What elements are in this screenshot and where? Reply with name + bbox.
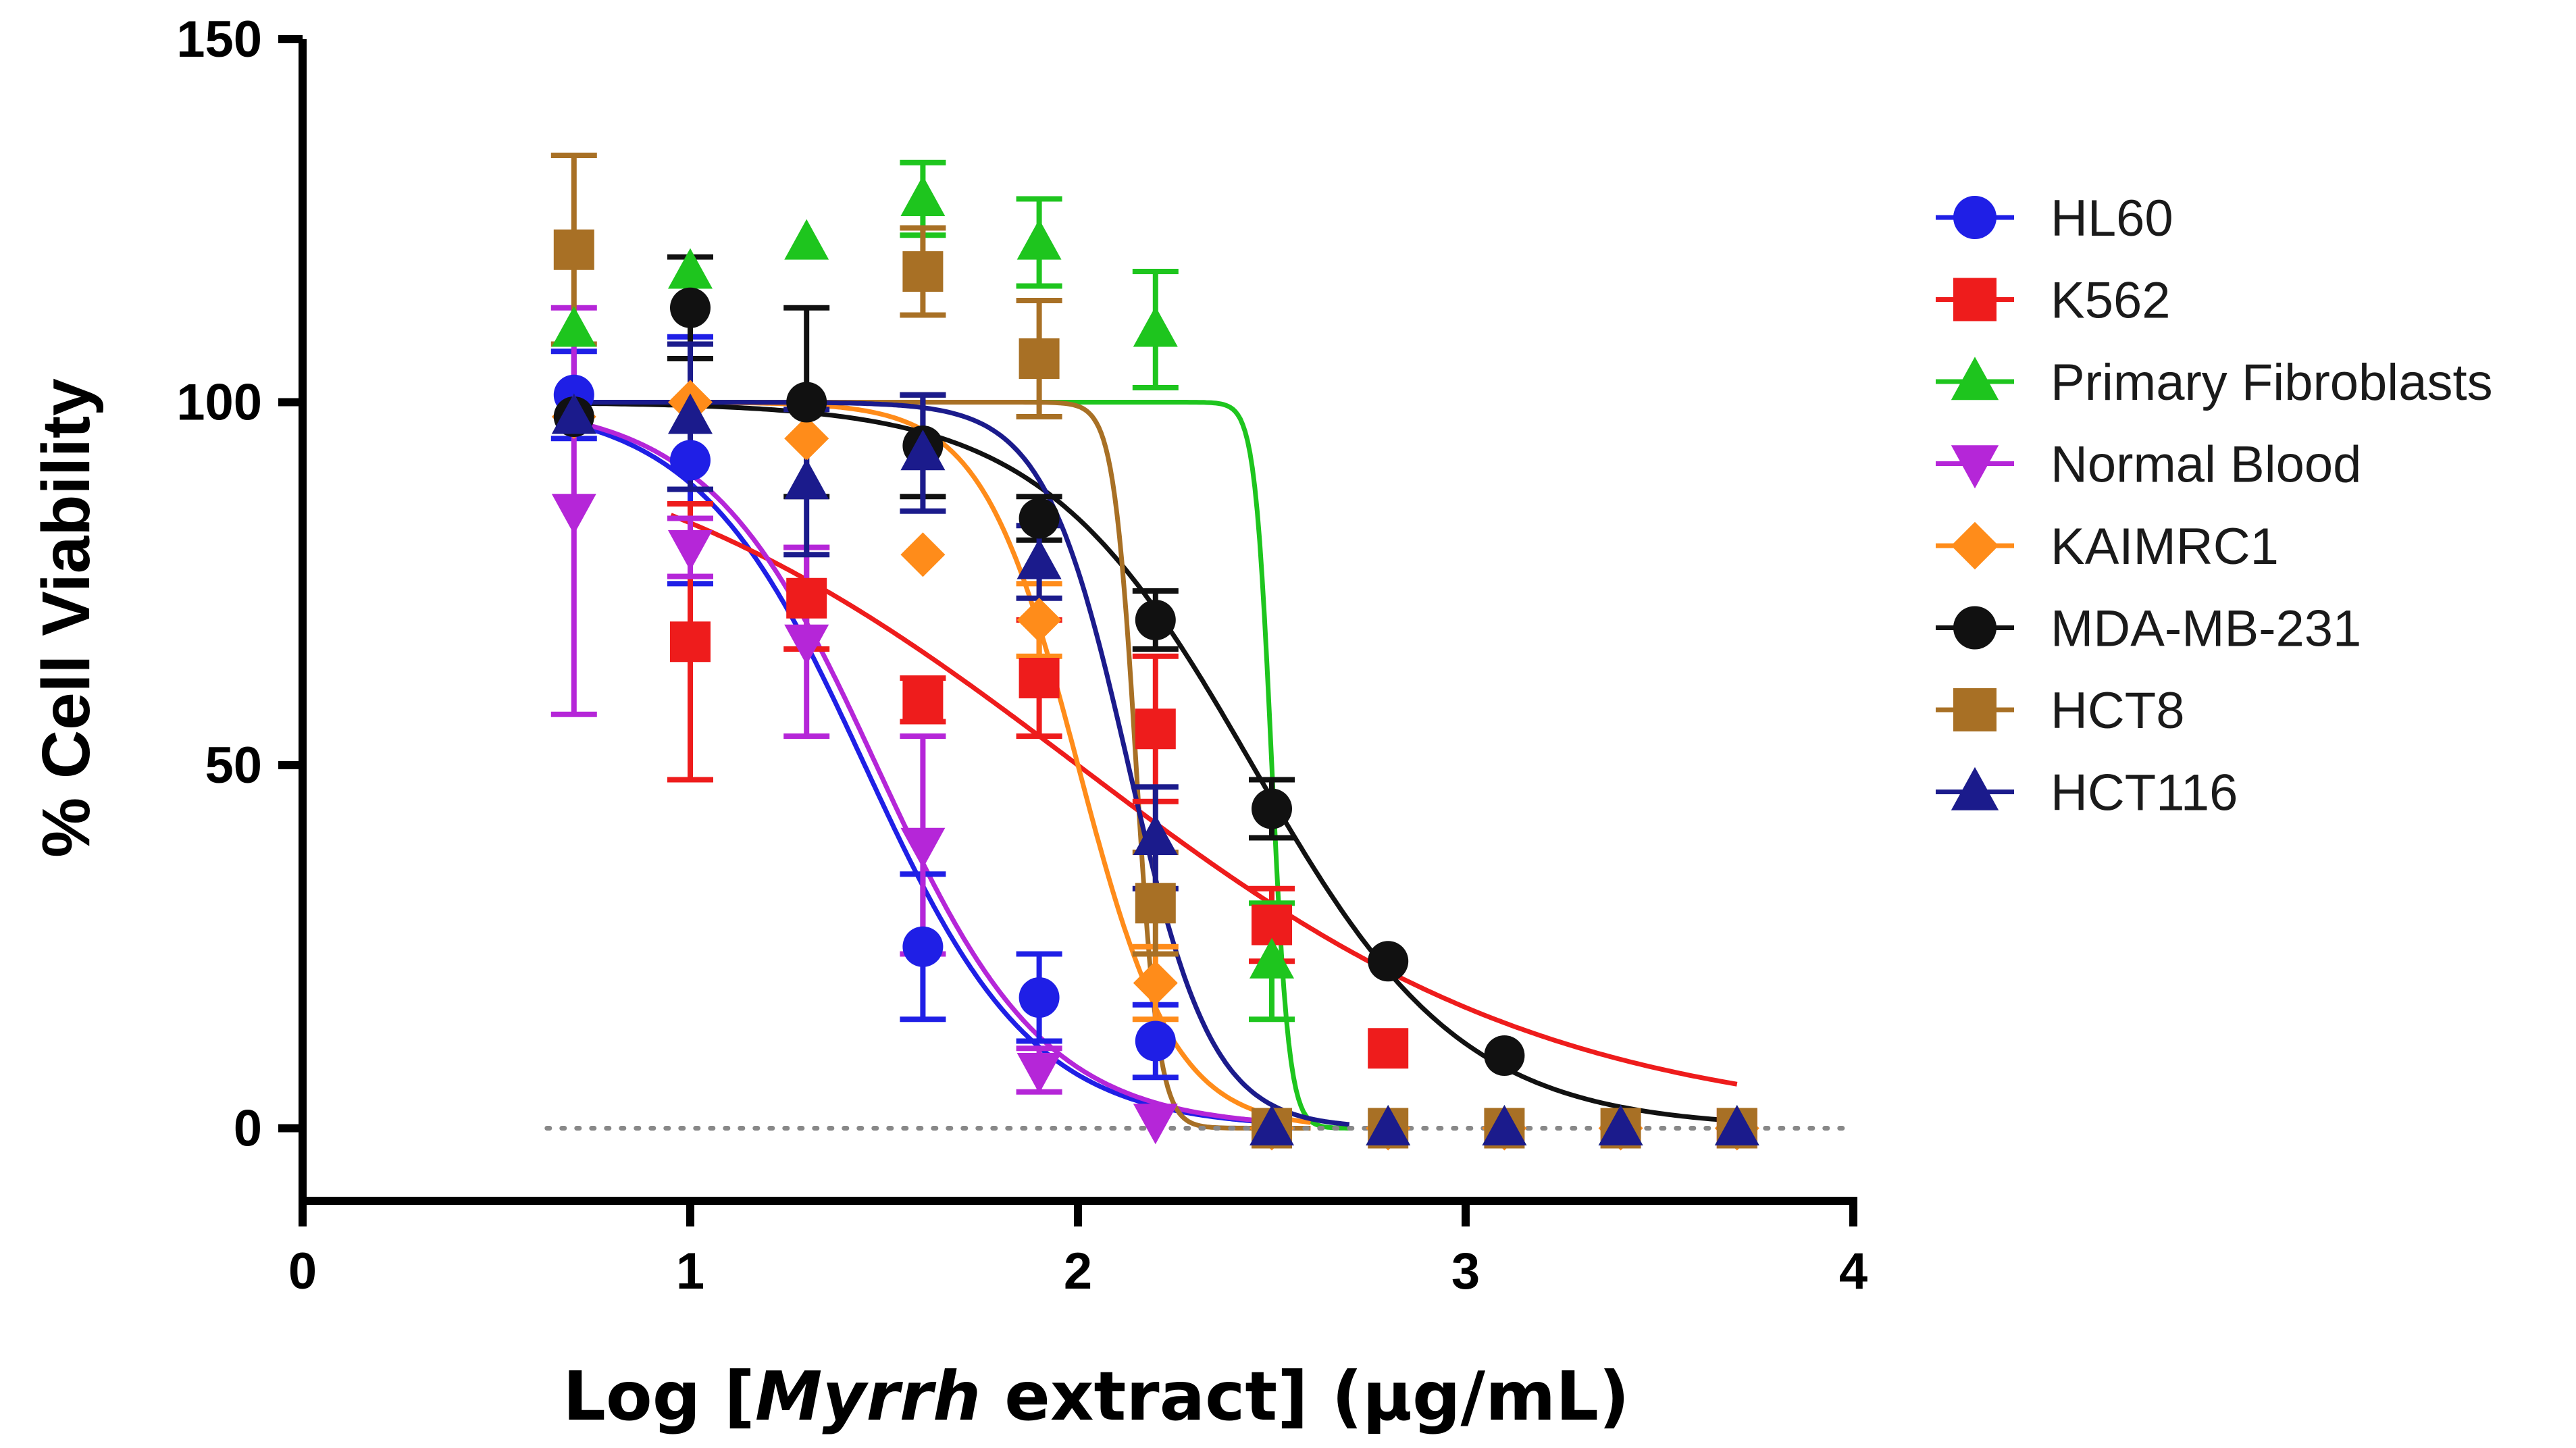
legend-item-hct8: HCT8 [1936,682,2184,740]
x-axis-title: Log [Myrrh extract] (µg/mL) [563,1357,1629,1436]
legend-marker [1951,521,1999,570]
x-tick-label: 0 [288,1243,317,1300]
legend-label: KAIMRC1 [2051,518,2279,575]
data-point-mda-mb-231 [1019,498,1060,539]
legend-label: MDA-MB-231 [2051,600,2361,658]
data-point-mda-mb-231 [670,287,711,328]
legend-label: HL60 [2051,190,2173,247]
x-tick-label: 4 [1839,1243,1867,1300]
data-point-k562 [786,577,827,619]
fit-curve-k562 [669,513,1738,1087]
data-point-normal-blood [900,827,946,869]
data-point-primary-fibroblasts [1016,219,1062,260]
data-point-kaimrc1 [900,532,946,577]
data-point-hct116 [784,459,829,500]
x-axis-title-italic: Myrrh [755,1357,981,1436]
y-tick-label: 0 [234,1100,262,1158]
legend-marker [1951,357,1999,400]
data-point-primary-fibroblasts [1133,306,1178,347]
data-point-mda-mb-231 [786,382,827,423]
tick-labels: 0 50 100 150 0 1 2 3 4 [176,11,1867,1300]
x-tick-label: 1 [676,1243,704,1300]
data-point-normal-blood [551,494,596,535]
x-axis-title-part-1: Log [ [563,1357,755,1436]
legend-item-normal-blood: Normal Blood [1936,436,2361,494]
legend-marker [1951,767,1999,810]
data-point-hl60 [1135,1020,1176,1062]
data-point-mda-mb-231 [1484,1035,1525,1076]
data-point-normal-blood [668,530,713,571]
data-point-hct116 [551,393,596,434]
legend-marker [1953,196,1997,239]
data-point-normal-blood [1133,1104,1178,1145]
data-point-hct116 [1133,814,1178,855]
legend-label: HCT116 [2051,765,2238,822]
legend-item-hct116: HCT116 [1936,765,2238,822]
data-point-kaimrc1 [784,416,829,461]
data-point-mda-mb-231 [1252,788,1292,829]
y-axis-title: % Cell Viability [28,378,104,858]
legend-item-primary-fibroblasts: Primary Fibroblasts [1936,354,2493,411]
data-point-primary-fibroblasts [551,306,596,347]
legend-item-k562: K562 [1936,272,2171,330]
y-tick-label: 50 [205,737,262,794]
data-point-k562 [902,679,944,721]
x-tick-label: 3 [1451,1243,1480,1300]
data-point-k562 [1368,1028,1409,1069]
data-point-k562 [670,621,711,663]
data-point-hct116 [1016,538,1062,579]
legend-label: Normal Blood [2051,436,2361,494]
data-markers [551,176,1759,1151]
data-point-primary-fibroblasts [668,248,713,289]
data-point-primary-fibroblasts [1250,937,1294,979]
data-point-kaimrc1 [1016,598,1062,642]
data-point-hct116 [1250,1105,1294,1145]
y-tick-label: 100 [176,374,262,432]
data-point-hct116 [900,430,946,471]
data-point-hct116 [1482,1105,1527,1145]
data-point-primary-fibroblasts [784,219,829,260]
data-point-hct116 [1366,1105,1411,1145]
axes [278,35,1857,1226]
data-point-hct8 [553,229,594,270]
data-point-kaimrc1 [1133,960,1178,1006]
data-point-primary-fibroblasts [900,176,946,216]
legend-marker [1953,688,1997,731]
data-point-hct8 [1019,338,1060,379]
legend-item-mda-mb-231: MDA-MB-231 [1936,600,2361,658]
data-point-hct116 [668,393,713,434]
data-point-k562 [1135,708,1176,750]
x-tick-label: 2 [1064,1243,1092,1300]
data-point-hl60 [670,440,711,481]
legend-marker [1951,445,1999,489]
data-point-mda-mb-231 [1368,941,1409,982]
legend-label: Primary Fibroblasts [2051,354,2493,411]
data-point-hct116 [1598,1105,1643,1145]
y-tick-label: 150 [176,11,262,68]
data-point-hct8 [1135,883,1176,924]
x-axis-title-part-3: extract] (µg/mL) [981,1357,1629,1436]
data-point-hct8 [902,251,944,292]
data-point-hct116 [1714,1105,1759,1145]
legend-item-hl60: HL60 [1936,190,2173,247]
data-point-hl60 [902,926,944,967]
legend-item-kaimrc1: KAIMRC1 [1936,518,2279,575]
data-point-normal-blood [1016,1053,1062,1093]
data-point-mda-mb-231 [1135,600,1176,640]
data-point-normal-blood [784,624,829,665]
legend-marker [1953,606,1997,650]
data-point-k562 [1019,658,1060,698]
legend-label: K562 [2051,272,2171,330]
legend-marker [1953,278,1997,321]
legend: HL60 K562 Primary Fibroblasts Normal Blood K… [1936,190,2493,822]
legend-label: HCT8 [2051,682,2184,740]
data-point-hl60 [1019,977,1060,1018]
